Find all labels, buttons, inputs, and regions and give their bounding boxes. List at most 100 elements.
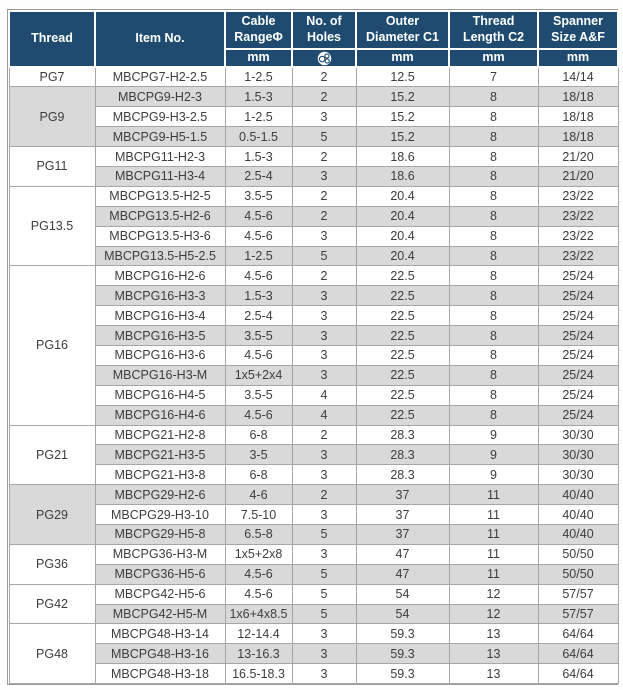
table-header: Thread Item No. Cable RangeΦ No. of Hole…: [8, 10, 619, 68]
thread-length-cell: 9: [448, 464, 539, 486]
thread-length-cell: 11: [448, 504, 539, 525]
multi-hole-insert-icon: [295, 51, 353, 66]
item-no-cell: MBCPG13.5-H2-6: [94, 205, 226, 227]
outer-diameter-cell: 47: [355, 543, 450, 565]
item-no-cell: MBCPG16-H3-3: [94, 285, 226, 307]
item-no-cell: MBCPG16-H3-M: [94, 364, 226, 386]
cable-range-cell: 4-6: [224, 484, 293, 506]
outer-diameter-cell: 22.5: [355, 325, 450, 346]
spanner-size-cell: 25/24: [537, 384, 619, 406]
table-row: MBCPG11-H3-4 2.5-4 3 18.6 8 21/20: [9, 165, 619, 187]
item-no-cell: MBCPG48-H3-16: [94, 643, 226, 665]
table-row: PG16 MBCPG16-H2-6 4.5-6 2 22.5 8 25/24: [8, 265, 619, 426]
spanner-size-cell: 18/18: [537, 106, 619, 128]
holes-count-cell: 2: [291, 86, 357, 108]
thread-length-cell: 13: [448, 663, 539, 685]
thread-length-cell: 11: [448, 484, 539, 506]
table-row: MBCPG21-H3-5 3-5 3 28.3 9 30/30: [9, 444, 619, 466]
holes-count-cell: 5: [291, 583, 357, 605]
item-no-cell: MBCPG16-H3-6: [94, 344, 226, 366]
cable-range-cell: 1.5-3: [224, 285, 293, 307]
holes-count-cell: 3: [291, 643, 357, 665]
holes-count-cell: 3: [291, 663, 357, 685]
thread-length-cell: 8: [448, 404, 539, 426]
item-no-cell: MBCPG16-H4-6: [94, 404, 226, 426]
table-row: MBCPG16-H3-3 1.5-3 3 22.5 8 25/24: [9, 285, 619, 307]
item-no-cell: MBCPG16-H3-4: [94, 305, 226, 327]
cable-range-cell: 4.5-6: [224, 583, 293, 605]
item-no-cell: MBCPG21-H3-5: [94, 444, 226, 466]
thread-length-cell: 8: [448, 205, 539, 227]
spanner-size-cell: 40/40: [537, 504, 619, 525]
item-no-cell: MBCPG29-H2-6: [94, 484, 226, 506]
holes-count-cell: 4: [291, 384, 357, 406]
col-header-spanner-size: Spanner Size A&F: [537, 10, 619, 50]
outer-diameter-cell: 22.5: [355, 384, 450, 406]
item-no-cell: MBCPG11-H3-4: [94, 165, 226, 187]
thread-group-cell: PG16: [8, 265, 96, 426]
item-no-cell: MBCPG16-H2-6: [94, 265, 226, 287]
table-row: MBCPG13.5-H5-2.5 1-2.5 5 20.4 8 23/22: [9, 245, 619, 267]
cable-range-cell: 2.5-4: [224, 305, 293, 327]
holes-count-cell: 5: [291, 523, 357, 545]
table-row: MBCPG13.5-H3-6 4.5-6 3 20.4 8 23/22: [9, 225, 619, 247]
table-row: MBCPG16-H3-4 2.5-4 3 22.5 8 25/24: [9, 305, 619, 327]
spanner-size-cell: 64/64: [537, 623, 619, 645]
item-no-cell: MBCPG48-H3-14: [94, 623, 226, 645]
thread-group-cell: PG21: [8, 424, 96, 486]
thread-length-cell: 8: [448, 86, 539, 108]
thread-length-cell: 8: [448, 185, 539, 207]
cable-range-cell: 4.5-6: [224, 205, 293, 227]
cable-range-cell: 6.5-8: [224, 523, 293, 545]
holes-count-cell: 3: [291, 165, 357, 187]
header-row-units: mm mm mm mm: [9, 48, 619, 68]
cable-range-cell: 1-2.5: [224, 66, 293, 88]
item-no-cell: MBCPG13.5-H5-2.5: [94, 245, 226, 267]
holes-count-cell: 4: [291, 404, 357, 426]
item-no-cell: MBCPG16-H3-5: [94, 325, 226, 346]
thread-group-cell: PG11: [8, 146, 96, 187]
thread-group-cell: PG7: [8, 66, 96, 88]
table-row: MBCPG48-H3-16 13-16.3 3 59.3 13 64/64: [9, 643, 619, 665]
outer-diameter-cell: 20.4: [355, 245, 450, 267]
table-row: MBCPG42-H5-M 1x6+4x8.5 5 54 12 57/57: [9, 603, 619, 625]
holes-count-cell: 3: [291, 623, 357, 645]
cable-range-cell: 6-8: [224, 464, 293, 486]
spanner-size-cell: 25/24: [537, 285, 619, 307]
cable-range-cell: 12-14.4: [224, 623, 293, 645]
thread-length-cell: 9: [448, 424, 539, 446]
thread-length-cell: 8: [448, 225, 539, 247]
outer-diameter-cell: 22.5: [355, 344, 450, 366]
thread-length-cell: 8: [448, 165, 539, 187]
item-no-cell: MBCPG16-H4-5: [94, 384, 226, 406]
item-no-cell: MBCPG36-H3-M: [94, 543, 226, 565]
item-no-cell: MBCPG21-H2-8: [94, 424, 226, 446]
holes-count-cell: 3: [291, 543, 357, 565]
holes-count-cell: 2: [291, 484, 357, 506]
spanner-size-cell: 40/40: [537, 523, 619, 545]
cable-range-cell: 1-2.5: [224, 106, 293, 128]
item-no-cell: MBCPG7-H2-2.5: [94, 66, 226, 88]
table-row: MBCPG16-H3-6 4.5-6 3 22.5 8 25/24: [9, 344, 619, 366]
cable-range-cell: 1-2.5: [224, 245, 293, 267]
item-no-cell: MBCPG13.5-H3-6: [94, 225, 226, 247]
thread-length-cell: 8: [448, 384, 539, 406]
item-no-cell: MBCPG42-H5-M: [94, 603, 226, 625]
holes-count-cell: 5: [291, 603, 357, 625]
cable-range-cell: 1x6+4x8.5: [224, 603, 293, 625]
outer-diameter-cell: 20.4: [355, 225, 450, 247]
holes-count-cell: 3: [291, 364, 357, 386]
table-row: PG13.5 MBCPG13.5-H2-5 3.5-5 2 20.4 8 23/22: [8, 185, 619, 267]
thread-length-cell: 13: [448, 643, 539, 665]
cable-range-cell: 13-16.3: [224, 643, 293, 665]
spanner-size-cell: 50/50: [537, 543, 619, 565]
item-no-cell: MBCPG13.5-H2-5: [94, 185, 226, 207]
spanner-size-cell: 23/22: [537, 225, 619, 247]
cable-range-cell: 6-8: [224, 424, 293, 446]
thread-group-cell: PG48: [8, 623, 96, 685]
outer-diameter-cell: 28.3: [355, 424, 450, 446]
holes-count-cell: 3: [291, 106, 357, 128]
holes-count-cell: 2: [291, 265, 357, 287]
spanner-size-cell: 23/22: [537, 245, 619, 267]
outer-diameter-cell: 37: [355, 504, 450, 525]
